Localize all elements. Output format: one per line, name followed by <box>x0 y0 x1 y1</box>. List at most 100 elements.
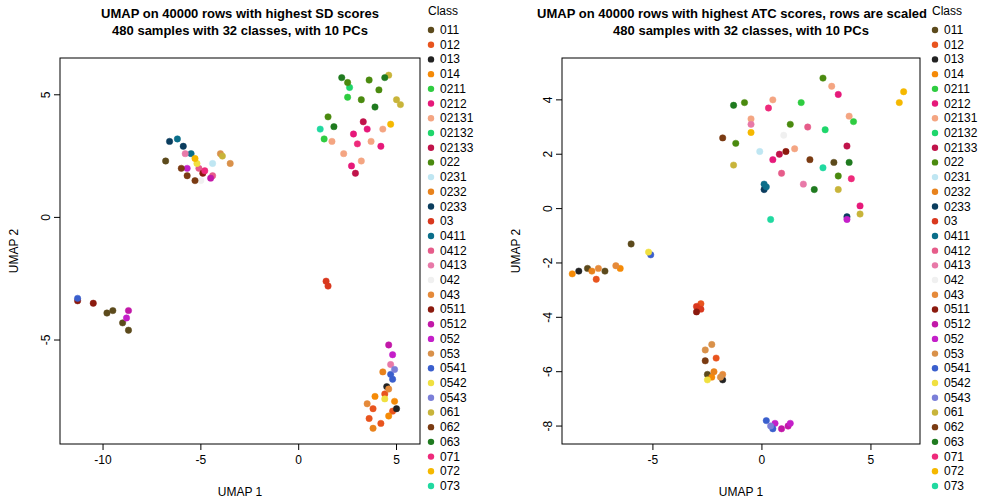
point <box>835 91 841 97</box>
x-tick-label: -5 <box>196 453 207 467</box>
point <box>397 101 403 107</box>
legend-label: 0232 <box>944 185 971 199</box>
legend-swatch <box>932 189 938 195</box>
point <box>569 271 575 277</box>
point <box>900 89 906 95</box>
legend-label: 0212 <box>440 97 467 111</box>
legend-swatch <box>932 203 938 209</box>
point <box>391 398 397 404</box>
point <box>820 165 826 171</box>
point <box>748 129 754 135</box>
legend-swatch <box>932 115 938 121</box>
legend-swatch <box>428 292 434 298</box>
legend-label: 073 <box>440 479 460 493</box>
y-tick-label: -5 <box>39 334 53 345</box>
legend-swatch <box>932 424 938 430</box>
x-tick <box>298 444 299 450</box>
legend-label: 022 <box>440 155 460 169</box>
legend-swatch <box>428 86 434 92</box>
point <box>805 124 811 130</box>
point <box>778 426 784 432</box>
legend-swatch <box>428 174 434 180</box>
legend-label: 043 <box>440 288 460 302</box>
legend-label: 053 <box>944 347 964 361</box>
point <box>202 168 208 174</box>
point <box>123 315 129 321</box>
point <box>811 186 817 192</box>
point <box>372 104 378 110</box>
point <box>360 119 366 125</box>
legend-label: 03 <box>440 214 454 228</box>
point <box>325 114 331 120</box>
point <box>717 374 723 380</box>
legend-swatch <box>428 277 434 283</box>
legend-label: 02133 <box>944 141 978 155</box>
point <box>393 405 399 411</box>
x-tick-label: -5 <box>648 453 659 467</box>
x-tick <box>870 444 871 450</box>
point <box>776 151 782 157</box>
point <box>733 140 739 146</box>
legend-swatch <box>932 292 938 298</box>
subtitle: 480 samples with 32 classes, with 10 PCs <box>112 23 368 38</box>
point <box>730 102 736 108</box>
legend-swatch <box>428 159 434 165</box>
legend-label: 0512 <box>944 317 971 331</box>
point <box>380 126 386 132</box>
x-tick-label: 5 <box>393 453 400 467</box>
point <box>207 175 213 181</box>
legend-swatch <box>428 71 434 77</box>
legend-swatch <box>932 100 938 106</box>
point <box>378 420 384 426</box>
point <box>767 423 773 429</box>
legend-label: 0541 <box>440 361 467 375</box>
legend-swatch <box>428 56 434 62</box>
legend-swatch <box>932 174 938 180</box>
point <box>778 170 784 176</box>
legend-swatch <box>932 262 938 268</box>
legend-swatch <box>428 350 434 356</box>
point <box>376 87 382 93</box>
figure: -10-505-505UMAP 1UMAP 2Class011012013014… <box>0 0 1008 504</box>
point <box>589 268 595 274</box>
legend-label: 061 <box>440 405 460 419</box>
point <box>787 420 793 426</box>
y-tick <box>556 154 562 155</box>
point <box>593 276 599 282</box>
points <box>74 72 403 432</box>
legend-swatch <box>428 395 434 401</box>
legend-label: 0413 <box>440 258 467 272</box>
legend-swatch <box>428 468 434 474</box>
title: UMAP on 40000 rows with highest ATC scor… <box>537 6 927 21</box>
point <box>385 386 391 392</box>
point <box>166 138 172 144</box>
point <box>331 123 337 129</box>
legend-label: 062 <box>440 420 460 434</box>
legend-swatch <box>428 203 434 209</box>
legend-swatch <box>428 409 434 415</box>
legend-label: 014 <box>944 67 964 81</box>
point <box>192 177 198 183</box>
legend-title: Class <box>428 4 458 18</box>
point <box>317 126 323 132</box>
legend-label: 053 <box>440 347 460 361</box>
legend-swatch <box>428 115 434 121</box>
point <box>800 181 806 187</box>
legend-label: 072 <box>440 464 460 478</box>
point <box>372 393 378 399</box>
legend-label: 0211 <box>440 82 466 96</box>
point <box>358 96 364 102</box>
point <box>192 155 198 161</box>
legend-swatch <box>932 395 938 401</box>
point <box>391 366 397 372</box>
point <box>366 77 372 83</box>
legend-label: 0211 <box>944 82 970 96</box>
point <box>857 211 863 217</box>
point <box>846 159 852 165</box>
legend-swatch <box>932 233 938 239</box>
point <box>807 156 813 162</box>
point <box>389 376 395 382</box>
y-axis-label: UMAP 2 <box>509 228 523 273</box>
point <box>364 401 370 407</box>
point <box>162 158 168 164</box>
